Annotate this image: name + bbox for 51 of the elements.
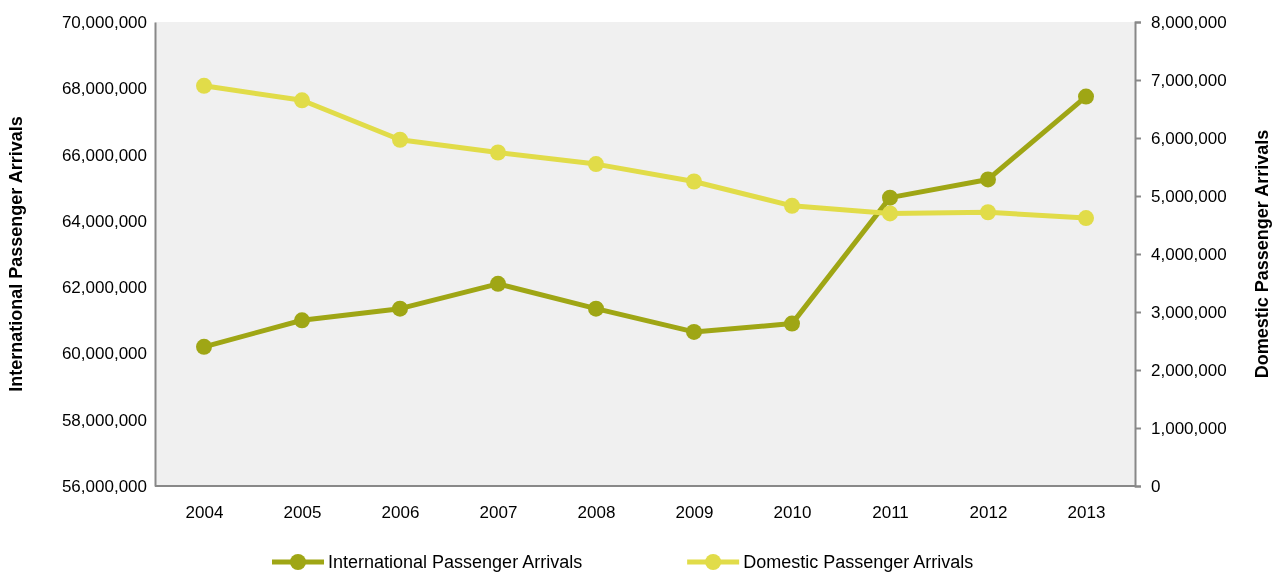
point	[588, 300, 604, 317]
y-tick-label: 66,000,000	[61, 145, 147, 165]
y2-tick-label: 1,000,000	[1151, 418, 1227, 438]
y-tick-label: 62,000,000	[61, 278, 147, 298]
point	[490, 144, 506, 161]
point	[980, 204, 996, 221]
y-tick-label: 64,000,000	[61, 211, 147, 231]
point	[294, 312, 310, 329]
point	[686, 323, 702, 340]
y2-axis-title: Domestic Passenger Arrivals	[1252, 129, 1272, 379]
point	[686, 173, 702, 190]
y2-tick-label: 5,000,000	[1151, 186, 1227, 206]
legend-label: International Passenger Arrivals	[328, 552, 583, 572]
y2-tick-label: 7,000,000	[1151, 70, 1227, 90]
y-tick-label: 56,000,000	[61, 476, 147, 496]
point	[196, 77, 212, 94]
point	[882, 189, 898, 206]
x-tick-label: 2006	[381, 503, 420, 523]
y2-tick-label: 2,000,000	[1151, 360, 1227, 380]
x-tick-label: 2010	[773, 503, 812, 523]
point	[294, 92, 310, 109]
y2-tick-label: 8,000,000	[1151, 12, 1227, 32]
y2-tick-label: 0	[1151, 476, 1161, 496]
point	[882, 205, 898, 222]
point	[392, 131, 408, 148]
point	[588, 156, 604, 173]
point	[392, 300, 408, 317]
legend-label: Domestic Passenger Arrivals	[743, 552, 974, 572]
x-tick-label: 2013	[1067, 503, 1106, 523]
point	[784, 197, 800, 214]
point	[196, 338, 212, 355]
y2-tick-label: 3,000,000	[1151, 302, 1227, 322]
point	[784, 315, 800, 332]
y-tick-label: 58,000,000	[61, 410, 147, 430]
point	[980, 171, 996, 188]
y-tick-label: 68,000,000	[61, 79, 147, 99]
x-tick-label: 2005	[283, 503, 322, 523]
x-tick-label: 2004	[185, 503, 224, 523]
x-tick-label: 2008	[577, 503, 616, 523]
y2-tick-label: 6,000,000	[1151, 128, 1227, 148]
y-axis-title: International Passenger Arrivals	[6, 116, 26, 392]
y-tick-label: 70,000,000	[61, 12, 147, 32]
y2-tick-label: 4,000,000	[1151, 244, 1227, 264]
y-tick-label: 60,000,000	[61, 344, 147, 364]
x-tick-label: 2012	[969, 503, 1008, 523]
x-tick-label: 2011	[872, 503, 909, 523]
point	[1078, 210, 1094, 227]
x-tick-label: 2007	[479, 503, 518, 523]
point	[490, 275, 506, 292]
x-tick-label: 2009	[675, 503, 714, 523]
point	[1078, 88, 1094, 105]
